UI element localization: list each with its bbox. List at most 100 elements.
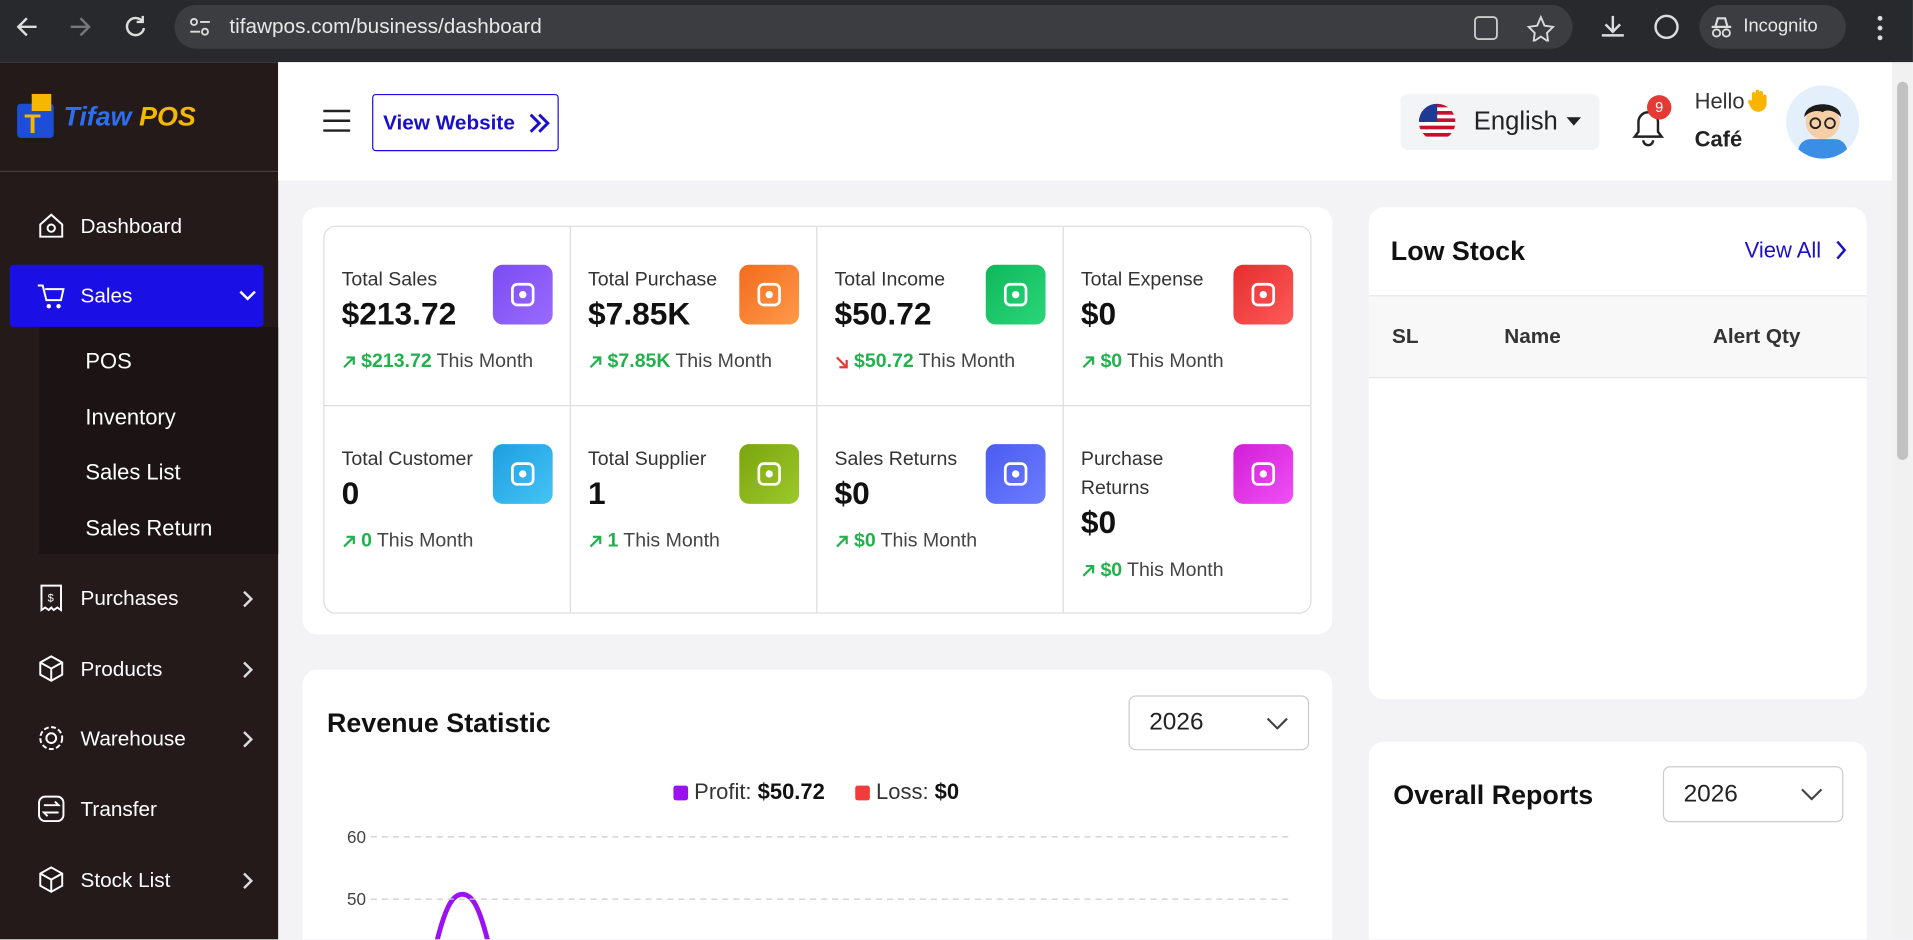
arrow-path — [589, 356, 602, 368]
stat-icon — [985, 444, 1046, 504]
stat-change: $7.85K This Month — [588, 351, 799, 373]
stat-label: Total Supplier — [588, 448, 707, 470]
toolbar-icons[interactable] — [1598, 12, 1683, 41]
sidebar: T Tifaw POS Dashboard Sales POS Inventor… — [0, 62, 279, 940]
y-tick-label: 60 — [347, 828, 366, 847]
trend-arrow — [343, 356, 355, 368]
menu-icon — [39, 866, 64, 893]
browser-menu[interactable] — [1873, 15, 1888, 42]
legend-swatch — [855, 785, 870, 800]
trend-arrow — [589, 356, 602, 368]
greeting: Hello — [1694, 89, 1745, 114]
column-header: Alert Qty — [1712, 324, 1801, 348]
svg-text:T: T — [24, 109, 41, 139]
column-header: Name — [1504, 324, 1561, 348]
menu-item[interactable]: Products — [80, 657, 163, 681]
arrow-path — [589, 535, 602, 548]
stat-icon — [985, 264, 1046, 325]
stat-value: $0 — [1080, 295, 1117, 332]
menu-item[interactable]: Warehouse — [80, 727, 186, 751]
stat-label: Purchase Returns — [1080, 448, 1164, 499]
logo-text: Tifaw — [63, 101, 132, 132]
change-period: This Month — [880, 530, 978, 552]
change-period: This Month — [1127, 351, 1224, 373]
revenue-card: Revenue Statistic 2026 Profit: $50.72 Lo… — [302, 669, 1333, 940]
year-select[interactable]: 2026 — [1662, 766, 1844, 823]
stats-grid: Total Sales $213.72 $213.72 This Month Total… — [323, 225, 1312, 614]
change-period: This Month — [675, 351, 772, 373]
stat-label: Total Income — [834, 269, 946, 291]
trend-arrow — [1082, 356, 1095, 368]
stat-value: $0 — [1080, 503, 1117, 541]
address-bar[interactable]: tifawpos.com/business/dashboard — [174, 4, 1573, 49]
scrollbar[interactable] — [1892, 62, 1913, 940]
avatar[interactable] — [1786, 85, 1860, 159]
divider — [0, 170, 279, 173]
incognito-badge[interactable]: Incognito — [1699, 4, 1846, 49]
button-label: View Website — [383, 111, 515, 135]
hamburger[interactable] — [322, 109, 351, 133]
view-website-button[interactable]: View Website — [372, 93, 559, 152]
submenu-item[interactable]: Sales List — [85, 459, 181, 485]
submenu-item[interactable]: Inventory — [85, 405, 176, 430]
stat-cell: Total Sales $213.72 $213.72 This Month — [324, 226, 571, 407]
legend-value: $50.72 — [757, 779, 825, 804]
user-name: Café — [1694, 126, 1743, 152]
legend-label: Profit: — [694, 779, 752, 804]
stat-icon — [492, 264, 553, 325]
menu-item[interactable]: Transfer — [80, 797, 157, 822]
menu-item[interactable]: Dashboard — [80, 214, 182, 238]
stat-icon — [739, 264, 800, 325]
trend-arrow — [343, 535, 355, 548]
stat-icon — [1233, 444, 1294, 504]
stat-value: 1 — [588, 474, 606, 512]
logo[interactable]: T Tifaw POS — [15, 92, 198, 143]
nav-buttons[interactable] — [12, 12, 158, 41]
submenu-item[interactable]: POS — [85, 348, 132, 374]
view-all-link[interactable]: View All — [1744, 237, 1822, 263]
stat-value: $7.85K — [588, 295, 691, 332]
y-tick-label: 50 — [347, 890, 366, 909]
card-title: Low Stock — [1390, 235, 1526, 266]
scroll-thumb[interactable] — [1897, 81, 1909, 460]
wave-emoji — [1748, 89, 1767, 112]
stat-change: $0 This Month — [834, 531, 1045, 553]
menu-item[interactable]: Stock List — [80, 868, 171, 892]
incognito-label: Incognito — [1743, 15, 1818, 37]
logo-text: POS — [139, 101, 196, 132]
legend-value: $0 — [934, 779, 960, 804]
change-period: This Month — [623, 530, 720, 552]
revenue-chart: 60 50 — [347, 828, 1290, 940]
column-header: SL — [1392, 324, 1419, 348]
menu-icon — [39, 726, 64, 751]
stat-icon — [1233, 264, 1294, 325]
menu-item-active[interactable]: Sales — [9, 264, 264, 327]
menu-item[interactable]: Purchases — [80, 586, 179, 610]
stat-change: $213.72 This Month — [342, 351, 553, 373]
browser-toolbar: tifawpos.com/business/dashboard Incognit… — [0, 0, 1913, 63]
stat-label: Total Expense — [1080, 269, 1204, 291]
stat-value: 0 — [341, 474, 360, 512]
stat-label: Total Customer — [341, 448, 473, 470]
chevrons — [243, 590, 254, 890]
change-value: $0 — [1100, 559, 1123, 581]
change-value: $7.85K — [607, 351, 671, 373]
menu-icon: $ — [40, 584, 62, 612]
menu-icon — [39, 213, 64, 238]
stat-value: $213.72 — [341, 295, 457, 332]
year-select[interactable]: 2026 — [1128, 695, 1310, 751]
stat-cell: Purchase Returns $0 $0 This Month — [1064, 406, 1310, 612]
svg-text:$: $ — [48, 592, 54, 604]
change-period: This Month — [1127, 559, 1224, 581]
trend-arrow — [836, 356, 848, 369]
submenu-item[interactable]: Sales Return — [85, 516, 213, 541]
arrow-path — [836, 356, 848, 369]
profit-curve — [434, 891, 490, 940]
language-selector[interactable]: English — [1400, 93, 1600, 151]
arrow-path — [1082, 564, 1095, 577]
stat-change: 1 This Month — [588, 531, 799, 553]
stat-change: $50.72 This Month — [834, 351, 1045, 373]
select-value: 2026 — [1149, 708, 1204, 736]
change-value: 0 — [361, 530, 372, 552]
